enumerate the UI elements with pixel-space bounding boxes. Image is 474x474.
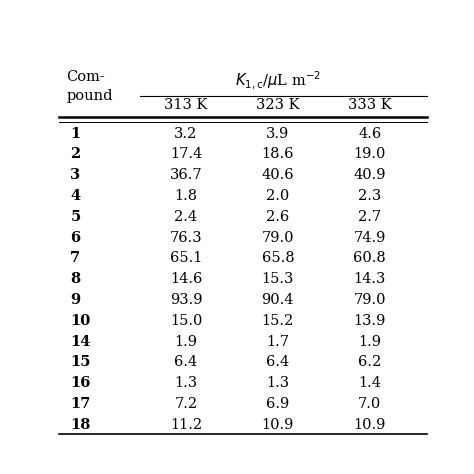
Text: 1.7: 1.7 (266, 335, 289, 349)
Text: 333 K: 333 K (348, 99, 392, 112)
Text: 313 K: 313 K (164, 99, 208, 112)
Text: 1.3: 1.3 (266, 376, 290, 390)
Text: 17.4: 17.4 (170, 147, 202, 161)
Text: 18.6: 18.6 (262, 147, 294, 161)
Text: 36.7: 36.7 (170, 168, 202, 182)
Text: 7.0: 7.0 (358, 397, 381, 411)
Text: 65.1: 65.1 (170, 251, 202, 265)
Text: 2.4: 2.4 (174, 210, 198, 224)
Text: 14: 14 (70, 335, 91, 349)
Text: 3: 3 (70, 168, 81, 182)
Text: 7: 7 (70, 251, 81, 265)
Text: 9: 9 (70, 293, 81, 307)
Text: 15.0: 15.0 (170, 314, 202, 328)
Text: Com-: Com- (66, 70, 105, 83)
Text: pound: pound (66, 89, 113, 103)
Text: 15.3: 15.3 (262, 272, 294, 286)
Text: 4.6: 4.6 (358, 127, 381, 141)
Text: 16: 16 (70, 376, 91, 390)
Text: 17: 17 (70, 397, 91, 411)
Text: 4: 4 (70, 189, 81, 203)
Text: 90.4: 90.4 (262, 293, 294, 307)
Text: 6: 6 (70, 231, 81, 245)
Text: 60.8: 60.8 (353, 251, 386, 265)
Text: 3.2: 3.2 (174, 127, 198, 141)
Text: 13.9: 13.9 (354, 314, 386, 328)
Text: 6.4: 6.4 (266, 356, 290, 369)
Text: 6.2: 6.2 (358, 356, 381, 369)
Text: 19.0: 19.0 (354, 147, 386, 161)
Text: 76.3: 76.3 (170, 231, 202, 245)
Text: $K_\mathrm{1,c}$/$\mu$L m$^{-2}$: $K_\mathrm{1,c}$/$\mu$L m$^{-2}$ (235, 69, 321, 91)
Text: 65.8: 65.8 (262, 251, 294, 265)
Text: 1.9: 1.9 (174, 335, 198, 349)
Text: 10: 10 (70, 314, 91, 328)
Text: 79.0: 79.0 (354, 293, 386, 307)
Text: 1.4: 1.4 (358, 376, 381, 390)
Text: 40.6: 40.6 (262, 168, 294, 182)
Text: 11.2: 11.2 (170, 418, 202, 432)
Text: 79.0: 79.0 (262, 231, 294, 245)
Text: 15: 15 (70, 356, 91, 369)
Text: 2.0: 2.0 (266, 189, 290, 203)
Text: 1.9: 1.9 (358, 335, 381, 349)
Text: 7.2: 7.2 (174, 397, 198, 411)
Text: 6.9: 6.9 (266, 397, 290, 411)
Text: 3.9: 3.9 (266, 127, 290, 141)
Text: 8: 8 (70, 272, 81, 286)
Text: 93.9: 93.9 (170, 293, 202, 307)
Text: 6.4: 6.4 (174, 356, 198, 369)
Text: 323 K: 323 K (256, 99, 300, 112)
Text: 2: 2 (70, 147, 81, 161)
Text: 2.3: 2.3 (358, 189, 381, 203)
Text: 40.9: 40.9 (354, 168, 386, 182)
Text: 1.3: 1.3 (174, 376, 198, 390)
Text: 1: 1 (70, 127, 81, 141)
Text: 1.8: 1.8 (174, 189, 198, 203)
Text: 18: 18 (70, 418, 91, 432)
Text: 74.9: 74.9 (354, 231, 386, 245)
Text: 14.6: 14.6 (170, 272, 202, 286)
Text: 15.2: 15.2 (262, 314, 294, 328)
Text: 10.9: 10.9 (354, 418, 386, 432)
Text: 2.7: 2.7 (358, 210, 381, 224)
Text: 10.9: 10.9 (262, 418, 294, 432)
Text: 14.3: 14.3 (354, 272, 386, 286)
Text: 2.6: 2.6 (266, 210, 290, 224)
Text: 5: 5 (70, 210, 81, 224)
